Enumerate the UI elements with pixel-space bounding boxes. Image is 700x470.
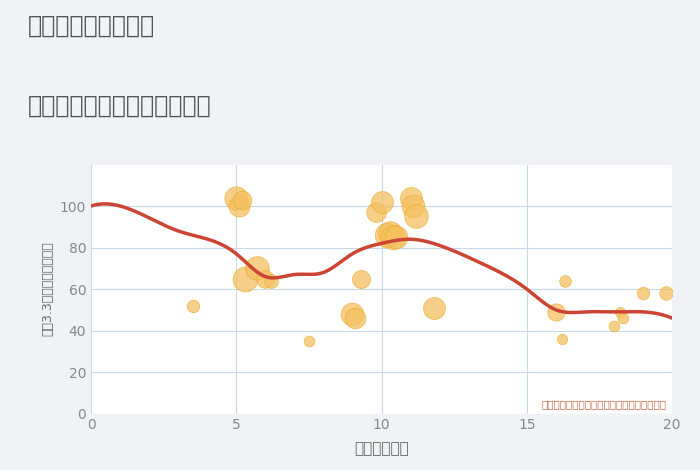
Point [661, 290, 672, 297]
Point [388, 234, 399, 241]
Point [251, 265, 262, 272]
Point [234, 202, 245, 210]
Point [391, 234, 402, 241]
Text: 千葉県市原市田尾の: 千葉県市原市田尾の [28, 14, 155, 38]
Point [237, 196, 248, 204]
Point [550, 308, 561, 316]
Point [370, 209, 382, 216]
Point [614, 308, 625, 316]
X-axis label: 駅距離（分）: 駅距離（分） [354, 441, 409, 456]
Point [408, 202, 419, 210]
Point [428, 304, 440, 312]
Point [405, 194, 416, 202]
Point [260, 275, 271, 282]
Point [265, 277, 276, 284]
Point [350, 314, 361, 322]
Point [384, 229, 395, 237]
Point [382, 231, 393, 239]
Y-axis label: 坪（3.3㎡）単価（万円）: 坪（3.3㎡）単価（万円） [41, 242, 54, 337]
Point [231, 194, 242, 202]
Point [376, 198, 387, 206]
Point [411, 212, 422, 220]
Point [187, 302, 198, 309]
Point [556, 335, 567, 343]
Text: 円の大きさは、取引のあった物件面積を示す: 円の大きさは、取引のあった物件面積を示す [541, 400, 666, 409]
Text: 駅距離別中古マンション価格: 駅距離別中古マンション価格 [28, 94, 211, 118]
Point [617, 314, 628, 322]
Point [239, 275, 251, 282]
Point [356, 275, 367, 282]
Point [559, 277, 570, 284]
Point [303, 337, 314, 345]
Point [346, 310, 358, 318]
Point [608, 323, 620, 330]
Point [638, 290, 649, 297]
